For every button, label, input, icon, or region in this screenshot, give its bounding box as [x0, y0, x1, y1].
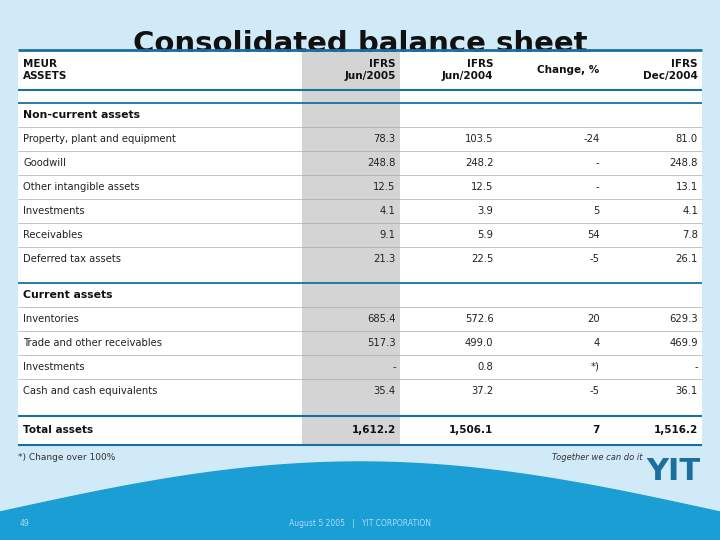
- Text: -: -: [694, 362, 698, 372]
- Text: Receivables: Receivables: [23, 230, 83, 240]
- Text: IFRS
Jun/2005: IFRS Jun/2005: [344, 59, 396, 81]
- Text: 248.8: 248.8: [367, 158, 396, 168]
- Text: 4.1: 4.1: [379, 206, 396, 216]
- Text: 248.2: 248.2: [465, 158, 493, 168]
- Text: 103.5: 103.5: [465, 134, 493, 144]
- Text: 499.0: 499.0: [465, 338, 493, 348]
- Text: 22.5: 22.5: [471, 253, 493, 264]
- Text: Consolidated balance sheet: Consolidated balance sheet: [132, 30, 588, 58]
- Text: 78.3: 78.3: [374, 134, 396, 144]
- Bar: [302, 50, 400, 445]
- Text: Deferred tax assets: Deferred tax assets: [23, 253, 121, 264]
- Text: 248.8: 248.8: [670, 158, 698, 168]
- Text: Property, plant and equipment: Property, plant and equipment: [23, 134, 176, 144]
- Text: -: -: [596, 182, 600, 192]
- Text: *): *): [590, 362, 600, 372]
- Text: Investments: Investments: [23, 362, 85, 372]
- Text: 4.1: 4.1: [682, 206, 698, 216]
- Text: 3.9: 3.9: [477, 206, 493, 216]
- Text: 49: 49: [20, 519, 30, 528]
- Text: Cash and cash equivalents: Cash and cash equivalents: [23, 386, 158, 396]
- Text: Trade and other receivables: Trade and other receivables: [23, 338, 162, 348]
- Text: -5: -5: [590, 253, 600, 264]
- Text: 20: 20: [587, 314, 600, 324]
- Text: August 5 2005   |   YIT CORPORATION: August 5 2005 | YIT CORPORATION: [289, 519, 431, 528]
- Text: 1,516.2: 1,516.2: [654, 426, 698, 435]
- Text: 12.5: 12.5: [471, 182, 493, 192]
- Text: -24: -24: [583, 134, 600, 144]
- Text: YIT: YIT: [646, 457, 700, 486]
- Bar: [18, 50, 702, 445]
- Text: Together we can do it: Together we can do it: [552, 453, 642, 462]
- Text: 0.8: 0.8: [478, 362, 493, 372]
- Text: 4: 4: [593, 338, 600, 348]
- Text: Other intangible assets: Other intangible assets: [23, 182, 140, 192]
- Text: -: -: [596, 158, 600, 168]
- Text: Investments: Investments: [23, 206, 85, 216]
- Text: Goodwill: Goodwill: [23, 158, 66, 168]
- Text: 5.9: 5.9: [477, 230, 493, 240]
- Text: 54: 54: [587, 230, 600, 240]
- Text: 685.4: 685.4: [367, 314, 396, 324]
- Text: 26.1: 26.1: [675, 253, 698, 264]
- Text: Inventories: Inventories: [23, 314, 79, 324]
- Text: 37.2: 37.2: [471, 386, 493, 396]
- Text: 517.3: 517.3: [367, 338, 396, 348]
- Text: 12.5: 12.5: [373, 182, 396, 192]
- Text: 1,506.1: 1,506.1: [449, 426, 493, 435]
- Text: Change, %: Change, %: [537, 65, 600, 75]
- Text: 35.4: 35.4: [374, 386, 396, 396]
- Text: 7: 7: [592, 426, 600, 435]
- Text: 7.8: 7.8: [682, 230, 698, 240]
- Text: 5: 5: [593, 206, 600, 216]
- Text: *) Change over 100%: *) Change over 100%: [18, 453, 115, 462]
- Text: IFRS
Dec/2004: IFRS Dec/2004: [643, 59, 698, 81]
- Text: 13.1: 13.1: [676, 182, 698, 192]
- Text: 36.1: 36.1: [676, 386, 698, 396]
- Text: -: -: [392, 362, 396, 372]
- Text: MEUR
ASSETS: MEUR ASSETS: [23, 59, 68, 81]
- Text: 9.1: 9.1: [379, 230, 396, 240]
- Text: Non-current assets: Non-current assets: [23, 110, 140, 120]
- Text: 1,612.2: 1,612.2: [351, 426, 396, 435]
- Text: 572.6: 572.6: [464, 314, 493, 324]
- Text: 469.9: 469.9: [670, 338, 698, 348]
- Text: IFRS
Jun/2004: IFRS Jun/2004: [442, 59, 493, 81]
- Text: 21.3: 21.3: [374, 253, 396, 264]
- Text: -5: -5: [590, 386, 600, 396]
- Text: 629.3: 629.3: [670, 314, 698, 324]
- Text: Current assets: Current assets: [23, 291, 112, 300]
- Text: Total assets: Total assets: [23, 426, 93, 435]
- Text: 81.0: 81.0: [676, 134, 698, 144]
